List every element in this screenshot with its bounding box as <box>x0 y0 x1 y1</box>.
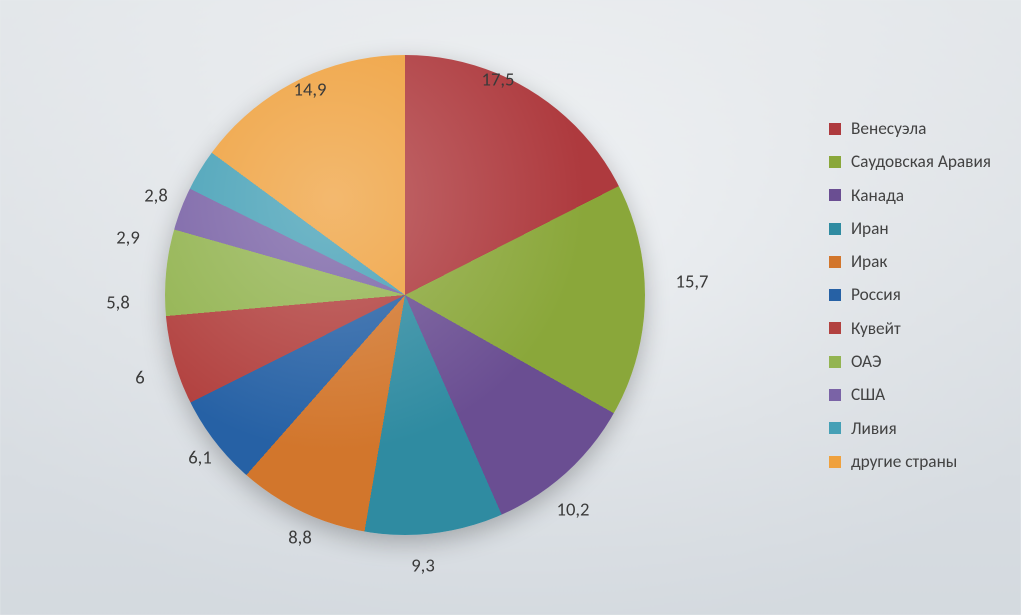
legend-swatch <box>829 389 841 401</box>
legend-item: Ливия <box>829 420 991 437</box>
data-label: 15,7 <box>676 271 709 294</box>
legend-swatch <box>829 189 841 201</box>
legend-label: Саудовская Аравия <box>851 153 991 170</box>
legend-label: ОАЭ <box>851 353 881 370</box>
legend-label: другие страны <box>851 453 957 470</box>
legend-item: Иран <box>829 220 991 237</box>
legend-label: Кувейт <box>851 320 901 337</box>
pie-area <box>165 55 645 535</box>
legend-item: Канада <box>829 187 991 204</box>
legend-label: США <box>851 386 885 403</box>
data-label: 2,8 <box>144 185 168 208</box>
legend-swatch <box>829 356 841 368</box>
legend-label: Канада <box>851 187 904 204</box>
data-label: 6 <box>135 367 144 390</box>
data-label: 10,2 <box>557 499 590 522</box>
pie-chart: 17,5 15,7 10,2 9,3 8,8 6,1 6 5,8 2,92,8 14,9 Вене… <box>0 0 1021 615</box>
legend: Венесуэла Саудовская Аравия Канада Иран Ирак… <box>829 120 991 486</box>
pie-highlight <box>165 55 645 535</box>
legend-swatch <box>829 422 841 434</box>
legend-label: Иран <box>851 220 889 237</box>
legend-label: Россия <box>851 286 901 303</box>
legend-label: Венесуэла <box>851 120 926 137</box>
legend-swatch <box>829 123 841 135</box>
legend-label: Ливия <box>851 420 897 437</box>
data-label: 17,5 <box>482 69 515 92</box>
legend-item: Ирак <box>829 253 991 270</box>
legend-item: Кувейт <box>829 320 991 337</box>
legend-item: Россия <box>829 286 991 303</box>
data-label: 9,3 <box>411 555 435 578</box>
legend-item: другие страны <box>829 453 991 470</box>
legend-swatch <box>829 322 841 334</box>
legend-swatch <box>829 256 841 268</box>
data-label: 5,8 <box>106 292 130 315</box>
legend-item: США <box>829 386 991 403</box>
data-label: 14,9 <box>294 79 327 102</box>
legend-item: Саудовская Аравия <box>829 153 991 170</box>
legend-swatch <box>829 223 841 235</box>
legend-swatch <box>829 156 841 168</box>
legend-item: ОАЭ <box>829 353 991 370</box>
data-label: 8,8 <box>288 527 312 550</box>
legend-swatch <box>829 456 841 468</box>
data-label: 2,9 <box>116 227 140 250</box>
data-label: 6,1 <box>188 447 212 470</box>
legend-swatch <box>829 289 841 301</box>
legend-label: Ирак <box>851 253 887 270</box>
legend-item: Венесуэла <box>829 120 991 137</box>
